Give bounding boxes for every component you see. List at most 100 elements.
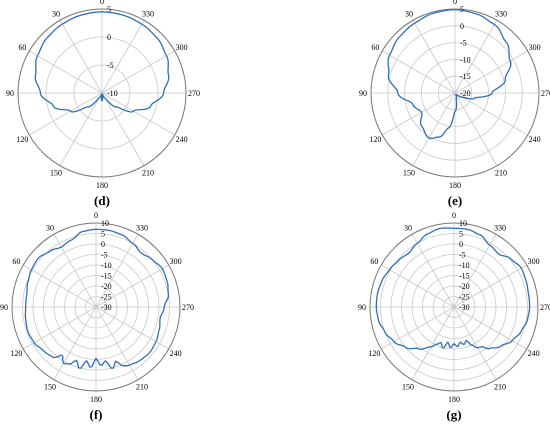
radial-tick-label: 5 [459,230,463,239]
outer-frame [369,222,539,392]
radial-tick-label: 0 [101,240,105,249]
outer-frame [17,8,187,178]
angle-tick-label: 300 [528,257,540,266]
grid-ring [437,75,473,111]
spoke-210 [101,92,145,166]
spoke-330 [101,20,145,94]
radial-tick-label: -25 [459,293,470,302]
angle-tick-label: 300 [176,43,188,52]
subplot-caption: (g) [446,407,461,422]
radial-tick-label: -20 [459,282,470,291]
spoke-300 [454,50,528,94]
grid-ring [74,285,118,329]
polar-plot-f: 03060901201501802102402703003301050-5-10… [0,211,194,422]
radial-tick-label: -15 [459,272,470,281]
radial-tick-label: 0 [460,22,464,31]
radial-tick-label: 0 [107,33,111,42]
grid-ring [453,306,455,308]
pattern-trace [24,228,170,369]
angle-tick-label: 150 [44,383,56,392]
radial-tick-label: 5 [460,5,464,14]
radial-tick-label: -5 [101,251,108,260]
grid-ring [45,36,159,150]
grid-ring [387,25,523,161]
radial-tick-label: -20 [460,89,471,98]
angle-tick-label: 120 [369,135,381,144]
angle-tick-label: 330 [142,9,154,18]
grid-ring [22,233,170,381]
angle-tick-label: 120 [16,135,28,144]
grid-ring [64,275,128,339]
angle-tick-label: 0 [453,0,457,6]
grid-ring [420,59,489,127]
angle-tick-label: 330 [136,223,148,232]
angle-tick-label: 30 [52,9,60,18]
angle-tick-label: 90 [0,303,8,312]
spoke-150 [59,92,103,166]
angle-tick-label: 210 [494,383,506,392]
angle-tick-label: 240 [528,349,540,358]
radial-tick-label: 0 [459,240,463,249]
grid-ring [101,92,103,94]
angle-tick-label: 90 [6,89,14,98]
radial-tick-label: 10 [459,219,467,228]
angle-tick-label: 60 [370,257,378,266]
outer-frame [370,8,540,178]
outer-frame [11,222,181,392]
grid-ring [454,92,456,94]
angle-tick-label: 300 [170,257,182,266]
angle-tick-label: 150 [403,169,415,178]
radial-tick-label: -10 [459,261,470,270]
spoke-240 [101,92,175,136]
angle-tick-label: 210 [136,383,148,392]
angle-tick-label: 330 [495,9,507,18]
angle-tick-label: 180 [90,395,102,404]
spoke-300 [101,50,175,94]
subplot-caption: (f) [90,407,103,422]
polar-plot-g: 03060901201501802102402703003301050-5-10… [358,211,550,422]
grid-ring [95,306,97,308]
polar-plot-e: 030609012015018021024027030033050-5-10-1… [359,0,550,208]
angle-tick-label: 180 [448,395,460,404]
grid-ring [411,264,497,350]
angle-tick-label: 330 [494,223,506,232]
angle-tick-label: 180 [96,181,108,190]
spoke-60 [382,50,456,94]
spoke-60 [29,50,103,94]
radial-tick-label: -10 [101,261,112,270]
spoke-330 [454,20,498,94]
subplot-caption: (e) [448,193,462,208]
angle-tick-label: 150 [50,169,62,178]
angle-tick-label: 30 [46,223,54,232]
angle-tick-label: 0 [452,211,456,220]
radial-tick-label: -20 [101,282,112,291]
spoke-150 [412,92,456,166]
grid-ring [73,64,131,122]
radial-tick-label: 10 [101,219,109,228]
angle-tick-label: 120 [368,349,380,358]
grid-ring [390,243,518,371]
angle-tick-label: 30 [404,223,412,232]
radial-tick-label: 5 [107,5,111,14]
radial-tick-label: -15 [101,272,112,281]
grid-ring [443,296,465,318]
angle-tick-label: 150 [402,383,414,392]
polar-plot-d: 030609012015018021024027030033050-5-10(d… [6,0,200,208]
angle-tick-label: 270 [540,303,550,312]
radial-tick-label: -10 [460,55,471,64]
angle-tick-label: 270 [188,89,200,98]
radial-tick-label: -5 [460,39,467,48]
grid-ring [404,42,506,144]
grid-ring [432,285,476,329]
radial-tick-label: -15 [460,72,471,81]
angle-tick-label: 60 [371,43,379,52]
angle-tick-label: 210 [495,169,507,178]
grid-ring [422,275,486,339]
angle-tick-label: 270 [182,303,194,312]
angle-tick-label: 60 [18,43,26,52]
spoke-240 [454,92,528,136]
spoke-210 [454,92,498,166]
spoke-30 [59,20,103,94]
